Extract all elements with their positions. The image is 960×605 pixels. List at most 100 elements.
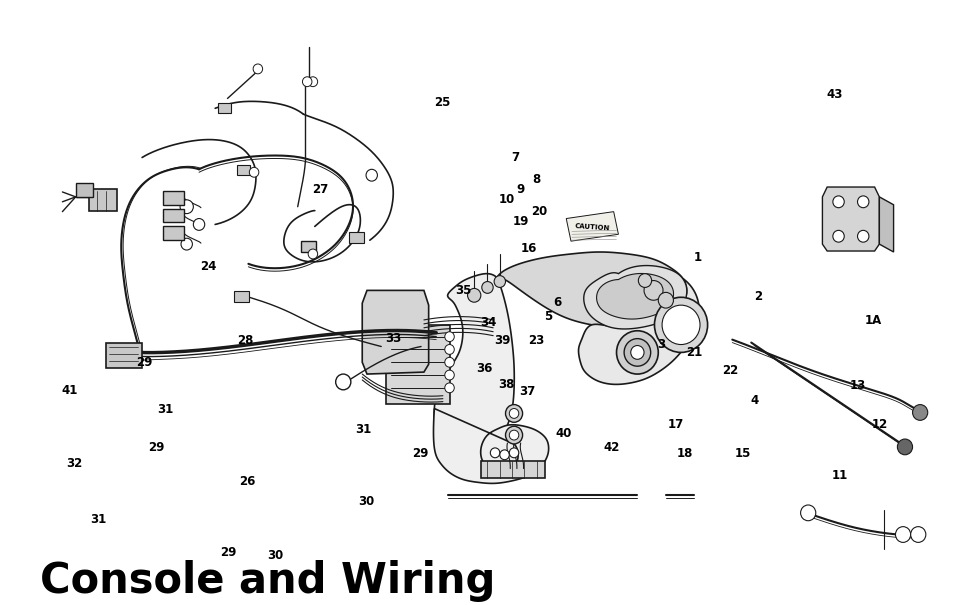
Text: 38: 38 — [498, 378, 515, 391]
Circle shape — [250, 168, 259, 177]
Text: 11: 11 — [831, 469, 848, 482]
Circle shape — [193, 218, 204, 231]
Circle shape — [500, 450, 510, 460]
Circle shape — [444, 358, 454, 367]
Text: 37: 37 — [519, 385, 536, 398]
Circle shape — [655, 297, 708, 352]
Circle shape — [510, 430, 518, 440]
Text: 41: 41 — [61, 384, 78, 397]
Polygon shape — [596, 273, 674, 319]
Text: 21: 21 — [685, 346, 702, 359]
Circle shape — [366, 169, 377, 181]
Bar — [386, 325, 450, 404]
Circle shape — [180, 200, 193, 214]
Text: 25: 25 — [435, 96, 451, 109]
Text: 12: 12 — [872, 417, 888, 431]
Circle shape — [181, 238, 192, 250]
Circle shape — [308, 249, 318, 259]
Bar — [76, 183, 93, 197]
Text: 29: 29 — [413, 447, 429, 460]
Circle shape — [494, 276, 506, 287]
Bar — [234, 292, 250, 302]
Circle shape — [857, 231, 869, 242]
Text: 34: 34 — [480, 316, 496, 329]
Circle shape — [833, 231, 844, 242]
Text: 24: 24 — [201, 260, 217, 273]
Text: 20: 20 — [531, 205, 547, 218]
Text: 2: 2 — [754, 290, 762, 303]
Text: CAUTION: CAUTION — [574, 223, 610, 232]
Polygon shape — [497, 252, 686, 327]
Circle shape — [336, 374, 350, 390]
Bar — [163, 209, 184, 223]
Text: 39: 39 — [494, 334, 511, 347]
Text: 29: 29 — [221, 546, 237, 559]
Circle shape — [857, 196, 869, 208]
Text: 19: 19 — [513, 215, 529, 228]
Text: 42: 42 — [604, 442, 620, 454]
Circle shape — [801, 505, 816, 521]
Text: 15: 15 — [735, 447, 752, 460]
Circle shape — [659, 292, 674, 308]
Text: Console and Wiring: Console and Wiring — [40, 560, 495, 602]
Text: 29: 29 — [136, 356, 153, 368]
Bar — [300, 241, 316, 252]
Text: 30: 30 — [267, 549, 283, 561]
Circle shape — [662, 305, 700, 344]
Text: 1A: 1A — [865, 314, 882, 327]
Circle shape — [644, 281, 663, 300]
Text: 40: 40 — [556, 427, 572, 440]
Bar — [89, 189, 117, 211]
Text: 31: 31 — [157, 404, 174, 416]
Text: 16: 16 — [521, 243, 538, 255]
Text: 6: 6 — [553, 296, 562, 309]
Text: 5: 5 — [544, 310, 552, 323]
Bar — [348, 232, 364, 243]
Text: 8: 8 — [532, 174, 540, 186]
Text: 22: 22 — [722, 364, 738, 377]
Circle shape — [616, 331, 659, 374]
Polygon shape — [879, 197, 894, 252]
Circle shape — [624, 339, 651, 366]
Circle shape — [911, 526, 925, 543]
Text: 3: 3 — [658, 338, 665, 351]
Circle shape — [506, 405, 522, 422]
Bar — [218, 103, 231, 113]
Bar — [481, 460, 545, 479]
Circle shape — [253, 64, 263, 74]
Text: 29: 29 — [149, 442, 165, 454]
Circle shape — [444, 370, 454, 380]
Text: 10: 10 — [498, 193, 515, 206]
Circle shape — [468, 289, 481, 302]
Polygon shape — [584, 266, 686, 329]
Circle shape — [913, 405, 927, 420]
Text: 23: 23 — [528, 334, 544, 347]
Bar — [163, 191, 184, 204]
Text: 26: 26 — [239, 475, 256, 488]
Text: 1: 1 — [694, 251, 702, 264]
Bar — [237, 165, 251, 175]
Circle shape — [898, 439, 913, 455]
Circle shape — [638, 273, 652, 287]
Text: 43: 43 — [827, 88, 843, 100]
Text: 30: 30 — [358, 495, 374, 508]
Text: 7: 7 — [512, 151, 519, 165]
Polygon shape — [434, 273, 515, 456]
Polygon shape — [566, 212, 618, 241]
Circle shape — [444, 332, 454, 342]
Circle shape — [444, 344, 454, 355]
Circle shape — [444, 383, 454, 393]
Text: 27: 27 — [312, 183, 328, 196]
Text: 33: 33 — [385, 332, 401, 345]
Polygon shape — [823, 187, 879, 251]
Text: 31: 31 — [90, 513, 107, 526]
Text: 13: 13 — [850, 379, 866, 393]
Polygon shape — [362, 290, 429, 374]
Bar — [163, 226, 184, 240]
Circle shape — [482, 281, 493, 293]
Text: 35: 35 — [455, 284, 471, 297]
Text: 36: 36 — [476, 362, 492, 374]
Circle shape — [833, 196, 844, 208]
Text: 28: 28 — [237, 334, 253, 347]
Circle shape — [631, 345, 644, 359]
